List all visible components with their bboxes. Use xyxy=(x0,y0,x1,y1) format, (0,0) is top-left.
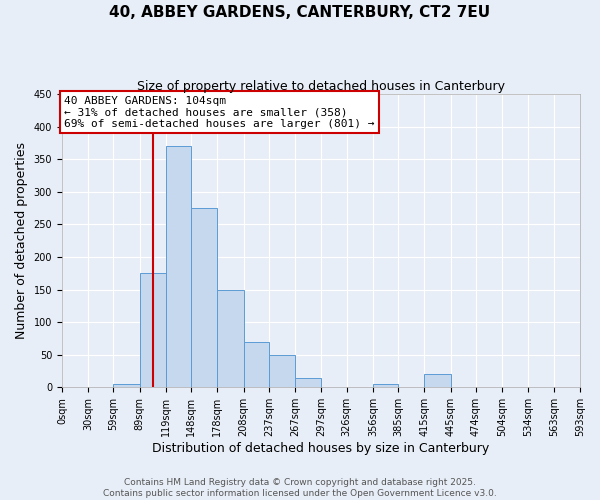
Bar xyxy=(424,374,451,388)
Text: Contains HM Land Registry data © Crown copyright and database right 2025.
Contai: Contains HM Land Registry data © Crown c… xyxy=(103,478,497,498)
Bar xyxy=(217,290,244,388)
Text: 40 ABBEY GARDENS: 104sqm
← 31% of detached houses are smaller (358)
69% of semi-: 40 ABBEY GARDENS: 104sqm ← 31% of detach… xyxy=(64,96,375,129)
Bar xyxy=(295,378,322,388)
Text: 40, ABBEY GARDENS, CANTERBURY, CT2 7EU: 40, ABBEY GARDENS, CANTERBURY, CT2 7EU xyxy=(109,5,491,20)
Title: Size of property relative to detached houses in Canterbury: Size of property relative to detached ho… xyxy=(137,80,505,93)
Bar xyxy=(113,384,140,388)
Bar xyxy=(269,355,295,388)
Bar xyxy=(373,384,398,388)
X-axis label: Distribution of detached houses by size in Canterbury: Distribution of detached houses by size … xyxy=(152,442,490,455)
Bar xyxy=(140,274,166,388)
Bar xyxy=(191,208,217,388)
Y-axis label: Number of detached properties: Number of detached properties xyxy=(15,142,28,340)
Bar xyxy=(244,342,269,388)
Bar xyxy=(166,146,191,388)
